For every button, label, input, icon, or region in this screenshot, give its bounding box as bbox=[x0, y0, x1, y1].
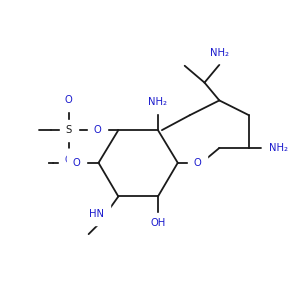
Text: O: O bbox=[73, 158, 81, 168]
Text: O: O bbox=[65, 155, 73, 165]
Text: NH₂: NH₂ bbox=[210, 48, 229, 58]
Text: O: O bbox=[94, 125, 102, 135]
Text: O: O bbox=[194, 158, 201, 168]
Text: NH₂: NH₂ bbox=[148, 97, 167, 107]
Text: NH₂: NH₂ bbox=[269, 143, 288, 153]
Text: HN: HN bbox=[89, 209, 104, 219]
Text: OH: OH bbox=[150, 218, 166, 228]
Text: S: S bbox=[66, 125, 72, 135]
Text: O: O bbox=[65, 95, 73, 105]
